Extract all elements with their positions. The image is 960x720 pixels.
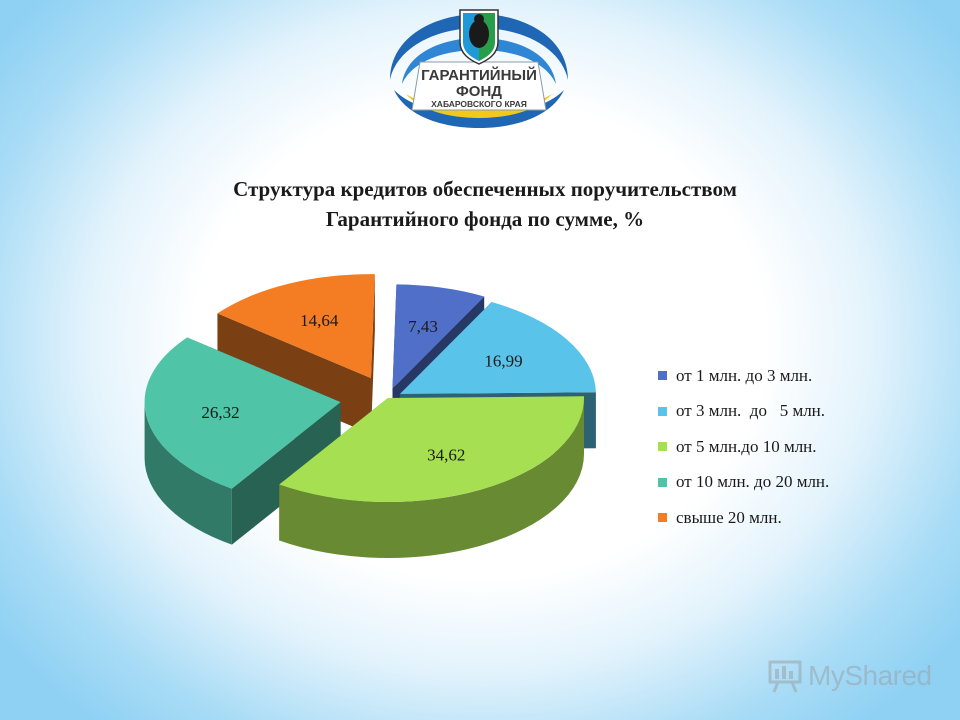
legend-label: от 10 млн. до 20 млн. xyxy=(676,472,830,492)
presentation-board-icon xyxy=(768,660,802,693)
legend-label: свыше 20 млн. xyxy=(676,507,782,527)
watermark: MyShared xyxy=(766,656,936,696)
data-label-1: 7,43 xyxy=(408,317,438,336)
legend-item-5: свыше 20 млн. xyxy=(658,500,958,536)
legend-swatch xyxy=(658,406,667,416)
chart-title-line-1: Структура кредитов обеспеченных поручите… xyxy=(233,177,737,201)
watermark-text: MyShared xyxy=(808,660,932,691)
data-label-3: 34,62 xyxy=(427,446,465,465)
legend-item-1: от 1 млн. до 3 млн. xyxy=(658,358,958,394)
chart-title: Структура кредитов обеспеченных поручите… xyxy=(150,174,820,234)
legend-item-3: от 5 млн.до 10 млн. xyxy=(658,429,958,465)
data-label-2: 16,99 xyxy=(484,351,522,370)
legend-item-2: от 3 млн. до 5 млн. xyxy=(658,394,958,430)
legend-swatch xyxy=(658,442,667,452)
legend-swatch xyxy=(658,513,667,523)
legend-label: от 5 млн.до 10 млн. xyxy=(676,436,817,456)
data-label-4: 26,32 xyxy=(201,403,239,422)
legend-swatch xyxy=(658,477,667,487)
logo-line-1: ГАРАНТИЙНЫЙ xyxy=(421,66,537,84)
logo-line-2: ФОНД xyxy=(456,83,502,100)
pie-slice-3 xyxy=(279,396,584,558)
logo-line-3: ХАБАРОВСКОГО КРАЯ xyxy=(431,99,527,109)
pie-slice-4 xyxy=(144,337,341,545)
legend-swatch xyxy=(658,371,667,381)
data-label-5: 14,64 xyxy=(300,311,339,330)
legend-label: от 1 млн. до 3 млн. xyxy=(676,365,813,385)
legend-label: от 3 млн. до 5 млн. xyxy=(676,401,826,421)
legend-item-4: от 10 млн. до 20 млн. xyxy=(658,465,958,501)
chart-legend: от 1 млн. до 3 млн. от 3 млн. до 5 млн. от… xyxy=(658,358,958,536)
logo: ГАРАНТИЙНЫЙ ФОНД ХАБАРОВСКОГО КРАЯ xyxy=(376,6,582,130)
chart-title-line-2: Гарантийного фонда по сумме, % xyxy=(325,207,645,231)
fund-logo-emblem: ГАРАНТИЙНЫЙ ФОНД ХАБАРОВСКОГО КРАЯ xyxy=(390,9,568,128)
